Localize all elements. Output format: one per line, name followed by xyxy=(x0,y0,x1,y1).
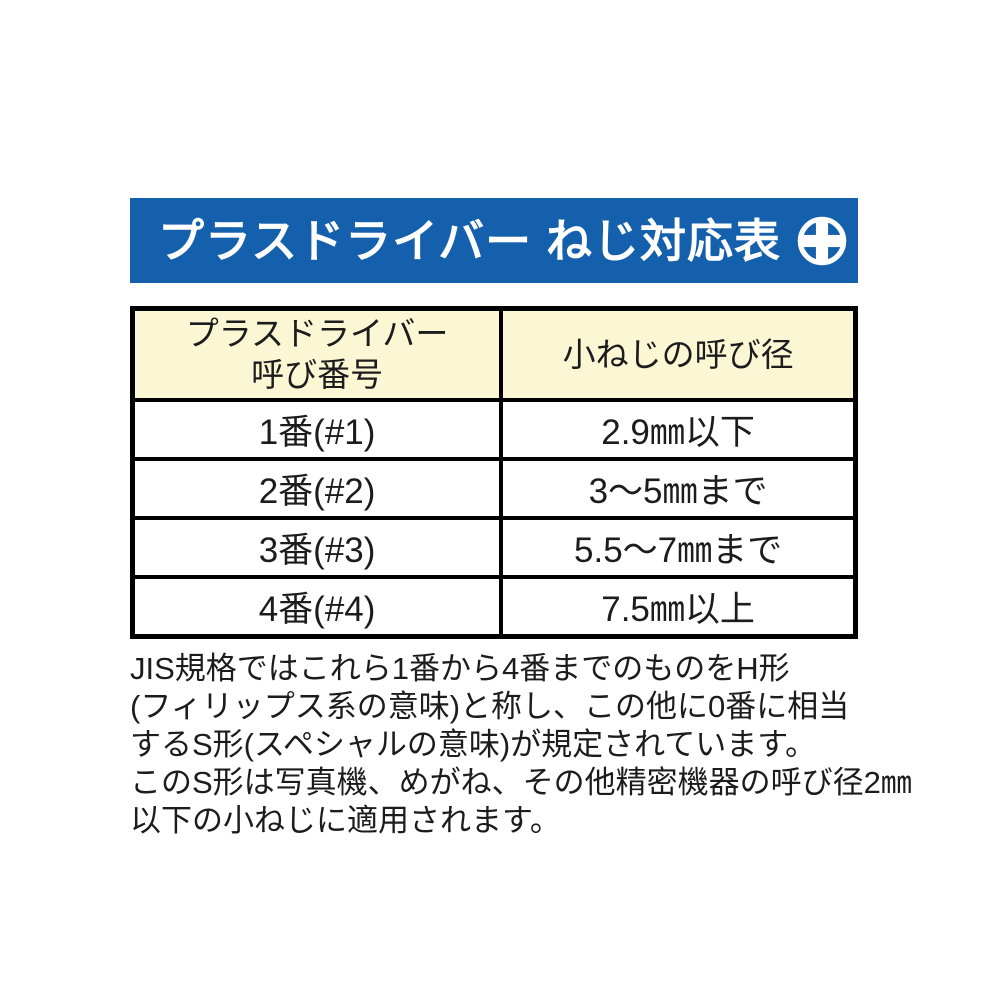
screw-diameter-cell: 7.5㎜以上 xyxy=(499,574,858,638)
note-line: 以下の小ねじに適用されます。 xyxy=(130,802,561,838)
screw-diameter-cell: 5.5〜7㎜まで xyxy=(499,515,858,579)
column-header-driver-line1: プラスドライバー xyxy=(185,315,449,352)
column-header-driver-number: プラスドライバー 呼び番号 xyxy=(130,306,504,402)
table-row: 3番(#3) 5.5〜7㎜まで xyxy=(130,515,858,579)
screwdriver-size-table: プラスドライバー 呼び番号 小ねじの呼び径 1番(#1) 2.9㎜以下 2番(#… xyxy=(130,306,858,639)
screw-diameter-cell: 2.9㎜以下 xyxy=(499,397,858,461)
driver-number-cell: 3番(#3) xyxy=(130,515,504,579)
table-row: 4番(#4) 7.5㎜以上 xyxy=(130,574,858,638)
page-title: プラスドライバー ねじ対応表 xyxy=(158,214,781,267)
note-line: (フィリップス系の意味)と称し、この他に0番に相当 xyxy=(130,688,850,724)
jis-note: JIS規格ではこれら1番から4番までのものをH形 (フィリップス系の意味)と称し… xyxy=(130,650,912,840)
column-header-screw-diameter: 小ねじの呼び径 xyxy=(499,306,858,402)
note-line: このS形は写真機、めがね、その他精密機器の呼び径2㎜ xyxy=(130,764,912,800)
driver-number-cell: 2番(#2) xyxy=(130,456,504,520)
table-header-row: プラスドライバー 呼び番号 小ねじの呼び径 xyxy=(130,306,858,402)
table-row: 1番(#1) 2.9㎜以下 xyxy=(130,397,858,461)
content-block: プラスドライバー ねじ対応表 プラスドライバー 呼び番号 小ねじの呼び径 xyxy=(130,198,912,840)
table-row: 2番(#2) 3〜5㎜まで xyxy=(130,456,858,520)
column-header-driver-line2: 呼び番号 xyxy=(251,356,384,394)
title-bar: プラスドライバー ねじ対応表 xyxy=(130,198,858,283)
driver-number-cell: 4番(#4) xyxy=(130,574,504,638)
note-line: JIS規格ではこれら1番から4番までのものをH形 xyxy=(130,650,790,686)
screw-diameter-cell: 3〜5㎜まで xyxy=(499,456,858,520)
phillips-screw-icon xyxy=(796,215,848,267)
note-line: するS形(スペシャルの意味)が規定されています。 xyxy=(130,726,817,762)
driver-number-cell: 1番(#1) xyxy=(130,397,504,461)
